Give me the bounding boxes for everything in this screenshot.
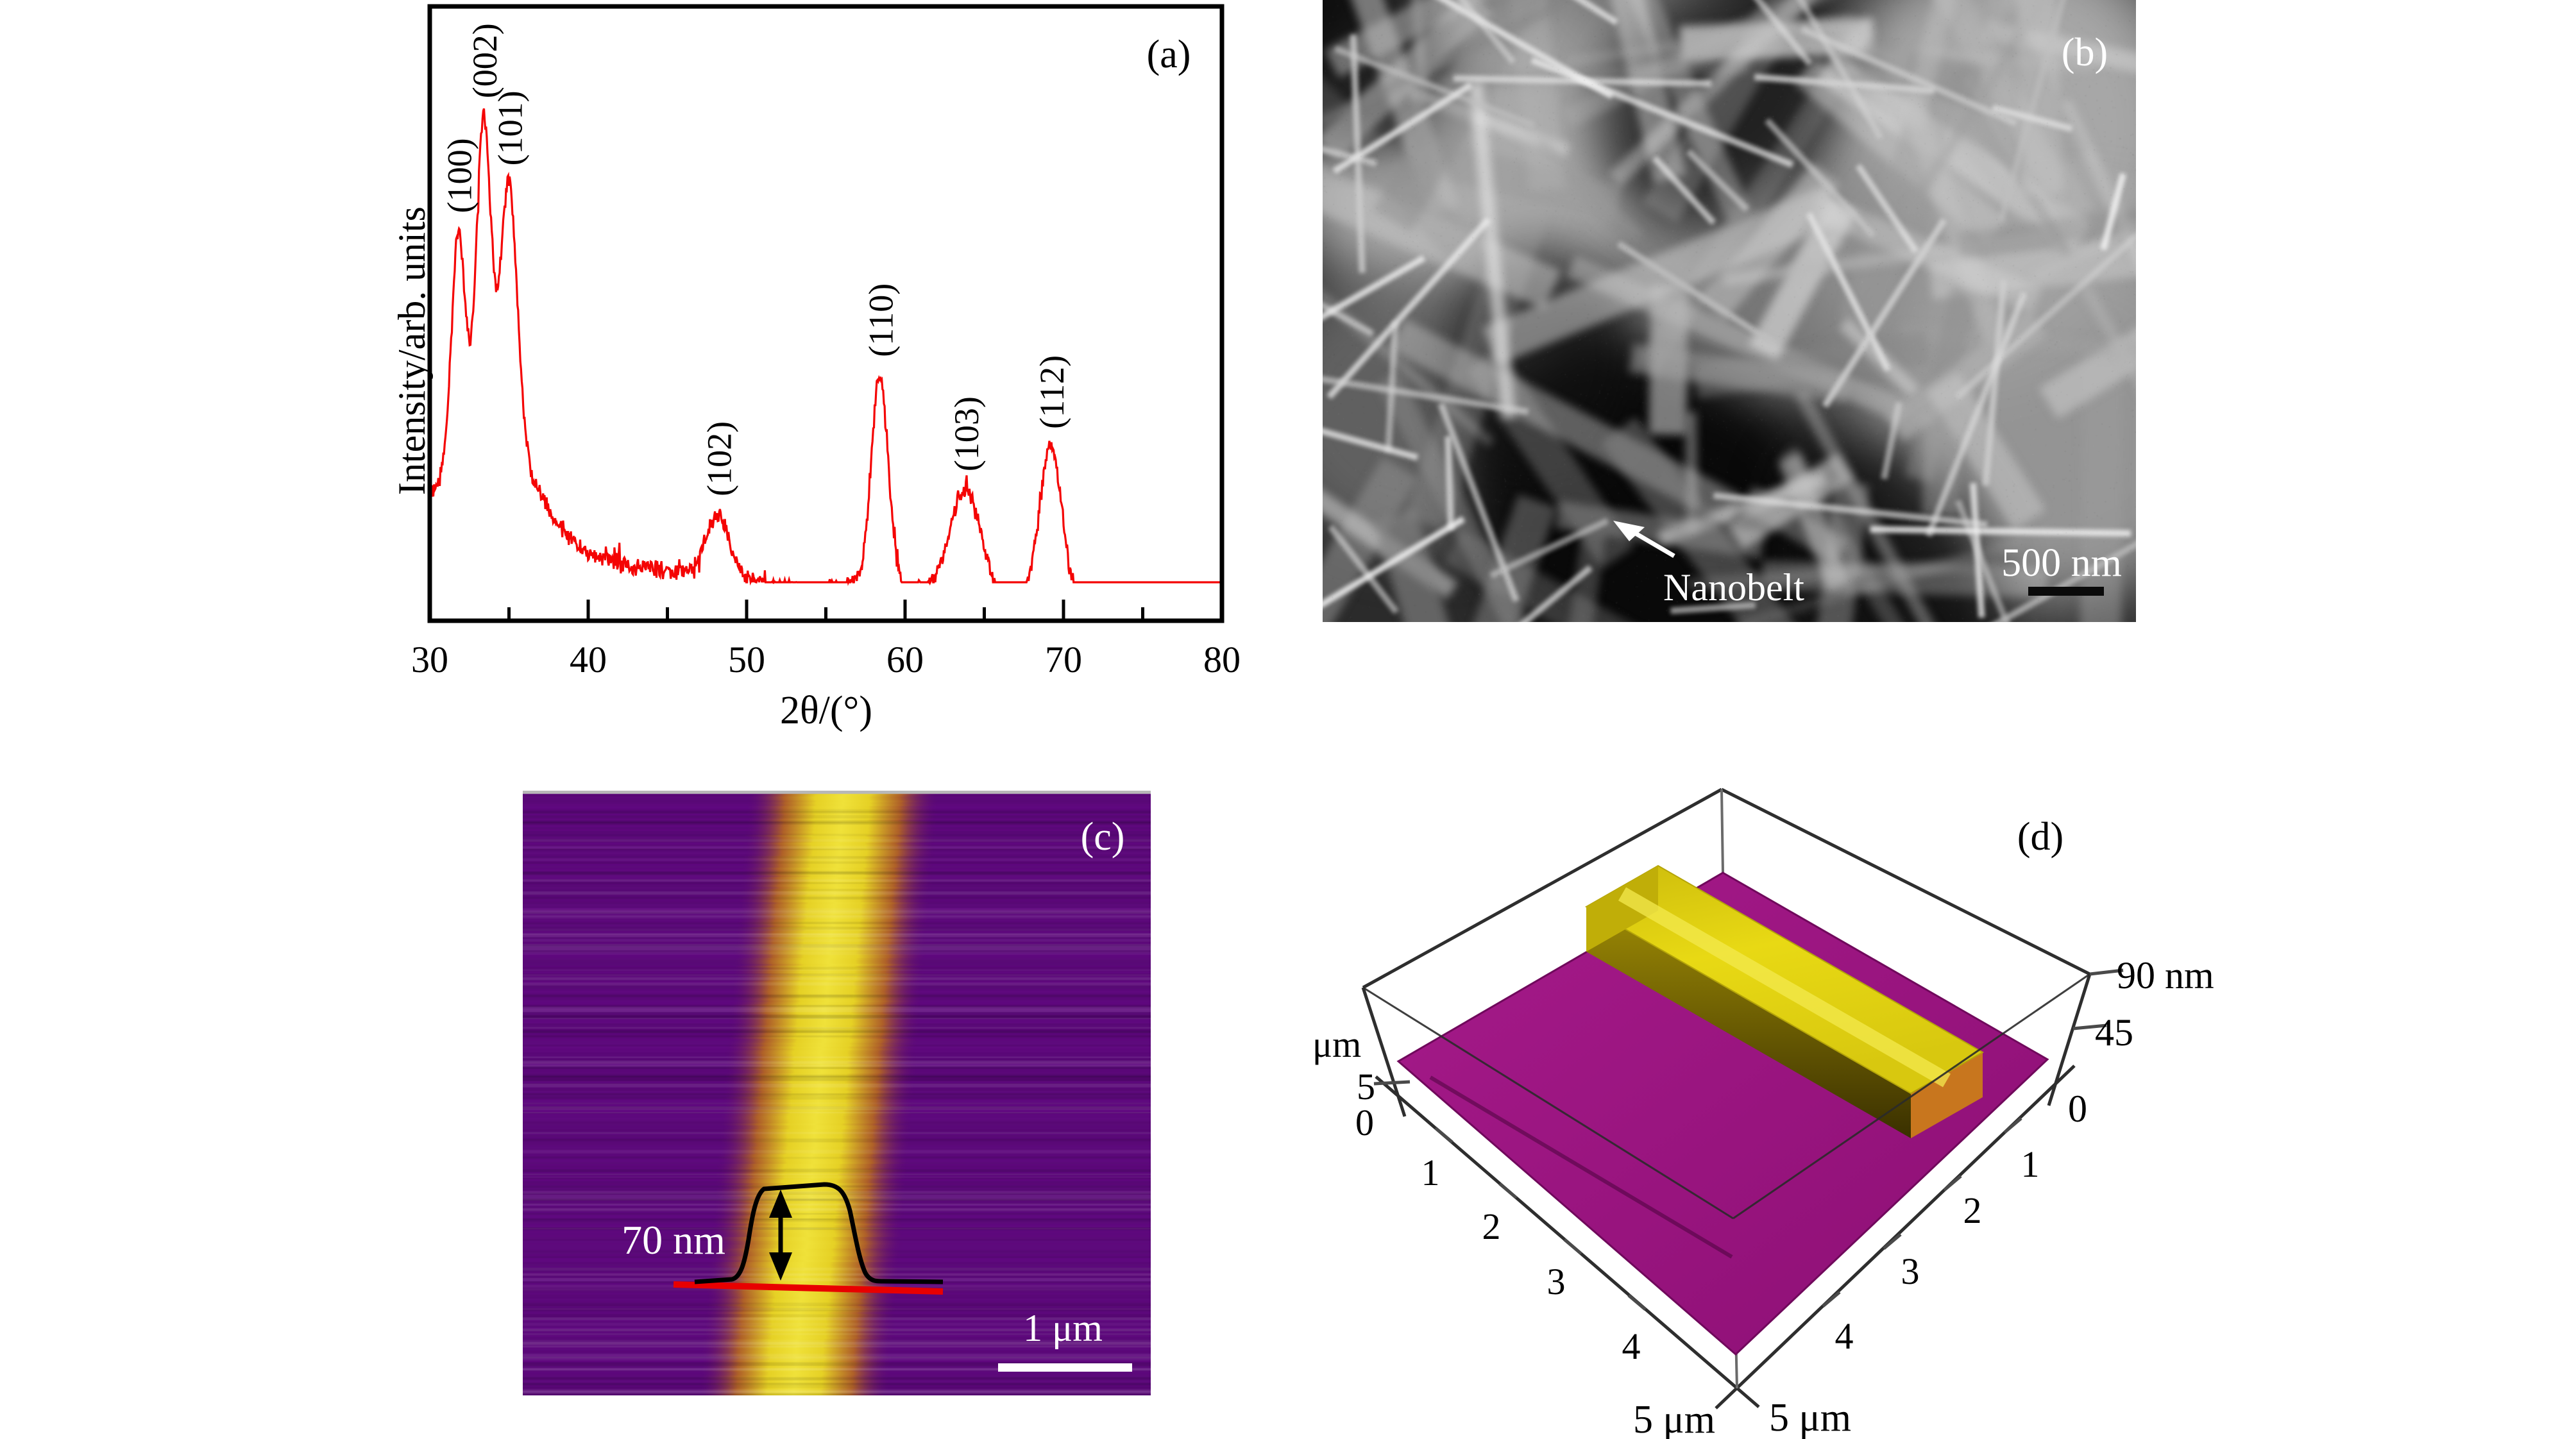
- xrd-x-ticks: [507, 600, 1144, 619]
- sem-scale-text: 500 nm: [2001, 541, 2122, 585]
- height-profile-curve: [694, 1182, 944, 1284]
- xrd-x-tick-label: 60: [886, 639, 924, 680]
- y-axis-tick-label: 1: [2021, 1143, 2040, 1185]
- axis-tick-marks: [1373, 968, 2124, 1311]
- ridge-highlight: [1618, 887, 1951, 1088]
- xrd-panel: 30 40 50 60 70 80 (100)(002)(101)(102)(110)(1…: [391, 4, 1241, 732]
- xrd-axes-box: [427, 4, 1224, 623]
- left-axis-tick-0: 0: [1355, 1102, 1374, 1143]
- x-axis-tick-label: 2: [1482, 1206, 1501, 1247]
- xrd-peak-labels: (100) (002)(101) (102) (110) (103) (112): [440, 23, 1071, 496]
- nanobelt-annotation: Nanobelt: [1663, 566, 1804, 609]
- panel-d-label: (d): [2017, 815, 2063, 859]
- xrd-x-tick-label: 50: [728, 639, 765, 680]
- xrd-intensity-curve: [428, 108, 1222, 586]
- xrd-peak-hkl-label: (103): [947, 396, 986, 471]
- xrd-x-axis-label: 2θ/(°): [780, 689, 872, 732]
- xrd-peak-hkl-label: (002): [466, 23, 504, 98]
- axes-box-front-top-edges: [1362, 973, 2090, 1220]
- y-axis-tick-label: 4: [1835, 1315, 1854, 1357]
- afm-overlay: 70 nm 1 μm (c): [622, 815, 1132, 1372]
- afm-panel: 70 nm 1 μm (c): [523, 791, 1151, 1395]
- xrd-peak-hkl-label: (112): [1033, 355, 1071, 429]
- xrd-x-tick-label: 30: [411, 639, 448, 680]
- surface-scan-artifact-line: [1429, 1075, 1733, 1259]
- xrd-x-tick-label: 80: [1203, 639, 1241, 680]
- afm-scale-bar: [998, 1363, 1132, 1372]
- nanobelt-ridge: [1584, 864, 1985, 1138]
- panel-b-label: (b): [2062, 31, 2108, 74]
- height-arrowhead-down-icon: [769, 1252, 792, 1281]
- panel-a-label: (a): [1147, 33, 1191, 76]
- left-axis-tick-5: 5: [1357, 1066, 1375, 1107]
- ridge-shadow-wall: [1586, 907, 1911, 1138]
- panel-c-label: (c): [1081, 815, 1125, 859]
- x-axis-end-label: 5 μm: [1633, 1398, 1715, 1439]
- profile-section-line: [673, 1281, 944, 1295]
- ridge-nose-cap: [1586, 866, 1658, 952]
- xrd-x-tick-label: 40: [570, 639, 607, 680]
- xrd-x-tick-labels: 30 40 50 60 70 80: [411, 639, 1241, 680]
- afm-image: [523, 791, 1151, 1395]
- xrd-peak-hkl-label: (100): [440, 138, 479, 213]
- y-axis-tick-label: 2: [1963, 1190, 1982, 1231]
- height-arrowhead-up-icon: [769, 1190, 792, 1218]
- z-axis-tick-90nm: 90 nm: [2117, 954, 2214, 997]
- x-axis-tick-label: 3: [1547, 1261, 1566, 1302]
- z-axis-tick-45: 45: [2095, 1011, 2133, 1054]
- y-axis-tick-label: 3: [1901, 1250, 1920, 1292]
- xrd-peak-hkl-label: (102): [700, 421, 739, 496]
- belt-height-label: 70 nm: [622, 1217, 725, 1263]
- afm-scale-text: 1 μm: [1023, 1307, 1103, 1349]
- xrd-x-tick-label: 70: [1045, 639, 1082, 680]
- nanobelt-arrowhead-icon: [1613, 521, 1645, 541]
- y-axis-end-label: 5 μm: [1769, 1396, 1851, 1439]
- ridge-end-face: [1911, 1052, 1983, 1138]
- sem-overlay: Nanobelt 500 nm (b): [1613, 31, 2122, 609]
- left-axis-unit-label: μm: [1312, 1023, 1361, 1065]
- sem-panel: Nanobelt 500 nm (b): [1323, 0, 2136, 622]
- sem-micrograph: [1323, 0, 2136, 622]
- sem-scale-bar: [2028, 587, 2104, 596]
- xrd-curve: [428, 108, 1222, 586]
- xrd-y-axis-label: Intensity/arb. units: [391, 206, 433, 495]
- x-axis-tick-label: 1: [1421, 1152, 1440, 1193]
- afm-surface-plane: [1396, 871, 2049, 1356]
- z-axis-tick-0: 0: [2068, 1088, 2087, 1130]
- xrd-peak-hkl-label: (101): [491, 90, 530, 165]
- xrd-peak-hkl-label: (110): [861, 283, 900, 357]
- x-axis-tick-label: 4: [1622, 1325, 1641, 1367]
